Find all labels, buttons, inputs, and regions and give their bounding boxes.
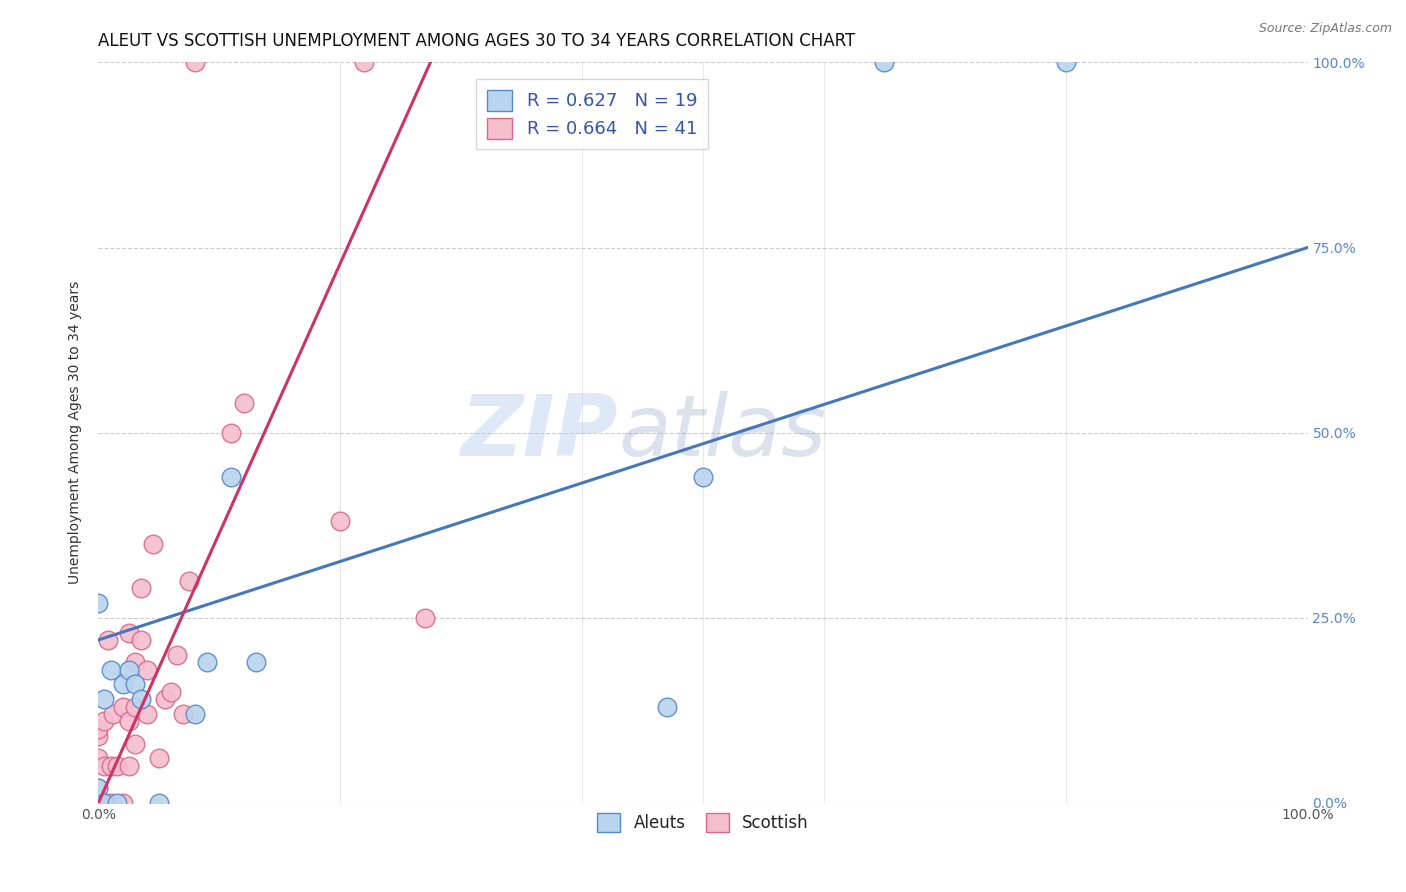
Point <box>166 648 188 662</box>
Point <box>87 729 110 743</box>
Legend: Aleuts, Scottish: Aleuts, Scottish <box>591 806 815 838</box>
Point <box>148 751 170 765</box>
Point <box>160 685 183 699</box>
Point <box>129 581 152 595</box>
Text: Source: ZipAtlas.com: Source: ZipAtlas.com <box>1258 22 1392 36</box>
Point <box>1054 55 1077 70</box>
Point <box>118 663 141 677</box>
Point <box>245 655 267 669</box>
Point <box>184 706 207 721</box>
Text: atlas: atlas <box>619 391 827 475</box>
Point <box>124 699 146 714</box>
Point <box>221 425 243 440</box>
Point <box>87 796 110 810</box>
Point <box>124 655 146 669</box>
Point <box>129 632 152 647</box>
Point <box>118 714 141 729</box>
Point <box>124 737 146 751</box>
Point <box>87 722 110 736</box>
Point <box>179 574 201 588</box>
Point <box>142 536 165 550</box>
Point <box>93 714 115 729</box>
Point <box>195 655 218 669</box>
Point <box>129 692 152 706</box>
Point <box>329 515 352 529</box>
Point <box>153 692 176 706</box>
Point <box>172 706 194 721</box>
Point <box>353 55 375 70</box>
Text: ALEUT VS SCOTTISH UNEMPLOYMENT AMONG AGES 30 TO 34 YEARS CORRELATION CHART: ALEUT VS SCOTTISH UNEMPLOYMENT AMONG AGE… <box>98 32 856 50</box>
Point <box>87 780 110 795</box>
Point <box>87 796 110 810</box>
Point <box>87 596 110 610</box>
Point <box>111 699 134 714</box>
Point <box>111 796 134 810</box>
Point <box>93 796 115 810</box>
Point <box>87 780 110 795</box>
Point <box>105 796 128 810</box>
Point <box>135 663 157 677</box>
Point <box>87 796 110 810</box>
Point <box>118 625 141 640</box>
Point <box>413 610 436 624</box>
Point <box>105 758 128 772</box>
Point <box>118 758 141 772</box>
Point <box>100 758 122 772</box>
Point <box>100 663 122 677</box>
Point <box>111 677 134 691</box>
Point <box>124 677 146 691</box>
Point <box>148 796 170 810</box>
Point <box>135 706 157 721</box>
Point <box>692 470 714 484</box>
Point <box>87 796 110 810</box>
Point <box>87 751 110 765</box>
Point <box>873 55 896 70</box>
Point <box>101 706 124 721</box>
Point <box>232 396 254 410</box>
Point <box>221 470 243 484</box>
Point <box>184 55 207 70</box>
Point <box>100 796 122 810</box>
Y-axis label: Unemployment Among Ages 30 to 34 years: Unemployment Among Ages 30 to 34 years <box>69 281 83 584</box>
Point <box>97 632 120 647</box>
Point <box>655 699 678 714</box>
Point <box>93 692 115 706</box>
Point <box>93 796 115 810</box>
Text: ZIP: ZIP <box>461 391 619 475</box>
Point <box>93 758 115 772</box>
